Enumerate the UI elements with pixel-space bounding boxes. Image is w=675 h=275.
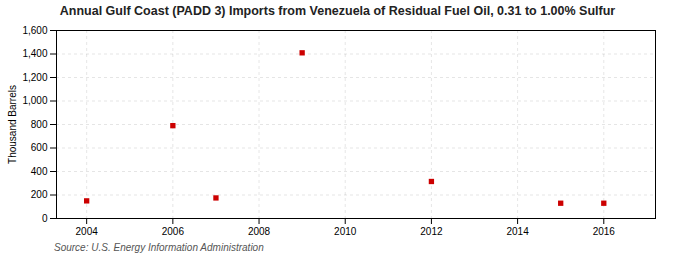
svg-text:0: 0: [42, 213, 48, 224]
svg-text:2006: 2006: [162, 226, 185, 237]
svg-text:800: 800: [31, 119, 48, 130]
svg-text:2014: 2014: [506, 226, 529, 237]
svg-text:2012: 2012: [420, 226, 443, 237]
svg-text:2008: 2008: [248, 226, 271, 237]
html-text:Source: U.S. Energy Informatio: Source: U.S. Energy Information Administ…: [54, 242, 264, 253]
svg-text:200: 200: [31, 189, 48, 200]
svg-text:1,000: 1,000: [22, 95, 47, 106]
html-text:Annual Gulf Coast (PADD 3) Imp: Annual Gulf Coast (PADD 3) Imports from …: [59, 4, 616, 18]
svg-text:Thousand Barrels: Thousand Barrels: [7, 85, 18, 164]
svg-text:600: 600: [31, 142, 48, 153]
svg-text:2016: 2016: [593, 226, 616, 237]
svg-text:400: 400: [31, 166, 48, 177]
svg-text:1,400: 1,400: [22, 48, 47, 59]
svg-text:2010: 2010: [334, 226, 357, 237]
svg-text:1,200: 1,200: [22, 72, 47, 83]
svg-text:2004: 2004: [76, 226, 99, 237]
svg-text:1,600: 1,600: [22, 25, 47, 36]
